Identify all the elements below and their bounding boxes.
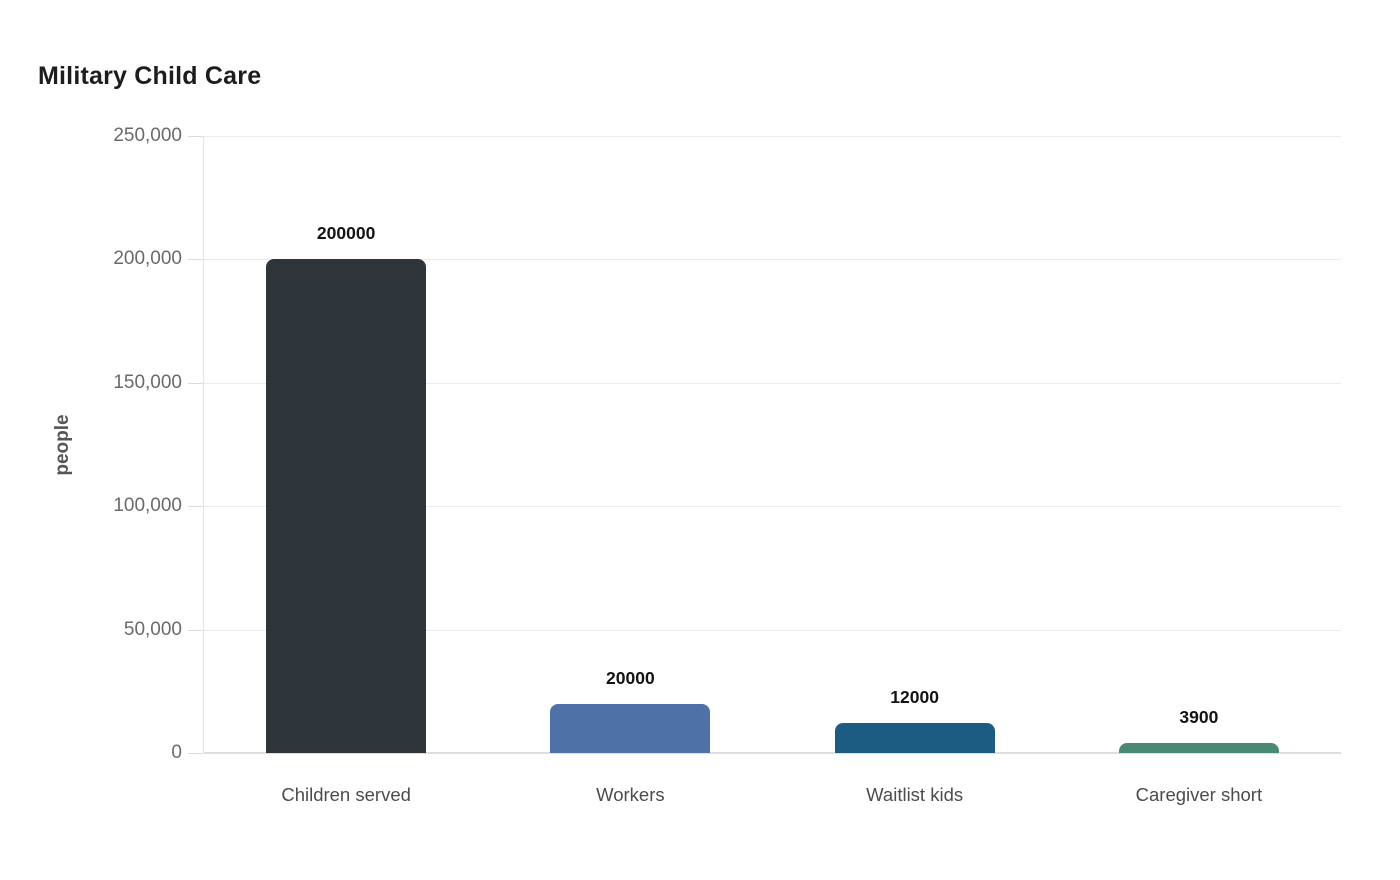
y-tick-label: 0 (171, 742, 182, 763)
gridline (204, 136, 1341, 137)
chart-title: Military Child Care (38, 62, 262, 90)
y-tick-mark (188, 259, 203, 261)
bar-value-label: 3900 (1179, 707, 1219, 728)
y-tick-mark (188, 753, 203, 754)
y-tick-label: 100,000 (113, 495, 182, 517)
y-tick-label: 200,000 (113, 248, 182, 270)
y-tick-mark (188, 629, 203, 631)
y-tick-label: 50,000 (123, 618, 182, 640)
gridline (204, 382, 1341, 384)
x-category-label: Children served (281, 784, 411, 805)
gridline (204, 629, 1341, 631)
x-category-label: Waitlist kids (866, 784, 964, 805)
bar-value-label: 20000 (606, 667, 655, 688)
y-tick-label: 250,000 (113, 125, 182, 146)
y-tick-mark (188, 382, 203, 384)
y-axis-title: people (52, 414, 73, 476)
bar-value-label: 12000 (890, 687, 939, 708)
x-category-label: Caregiver short (1135, 784, 1263, 805)
x-category-label: Workers (596, 784, 665, 805)
y-tick-label: 150,000 (113, 371, 182, 393)
y-tick-mark (188, 136, 203, 137)
gridline (204, 259, 1341, 261)
y-tick-mark (188, 506, 203, 508)
plot-area: 0 50,000 100,000 150,000 200,000 250,000 20000… (113, 125, 1341, 805)
bar (1118, 743, 1279, 753)
bar (266, 259, 427, 753)
bar (550, 703, 711, 753)
gridline (204, 506, 1341, 508)
bar (834, 723, 995, 753)
bar-value-label: 200000 (316, 223, 376, 244)
x-axis-line (204, 752, 1341, 754)
